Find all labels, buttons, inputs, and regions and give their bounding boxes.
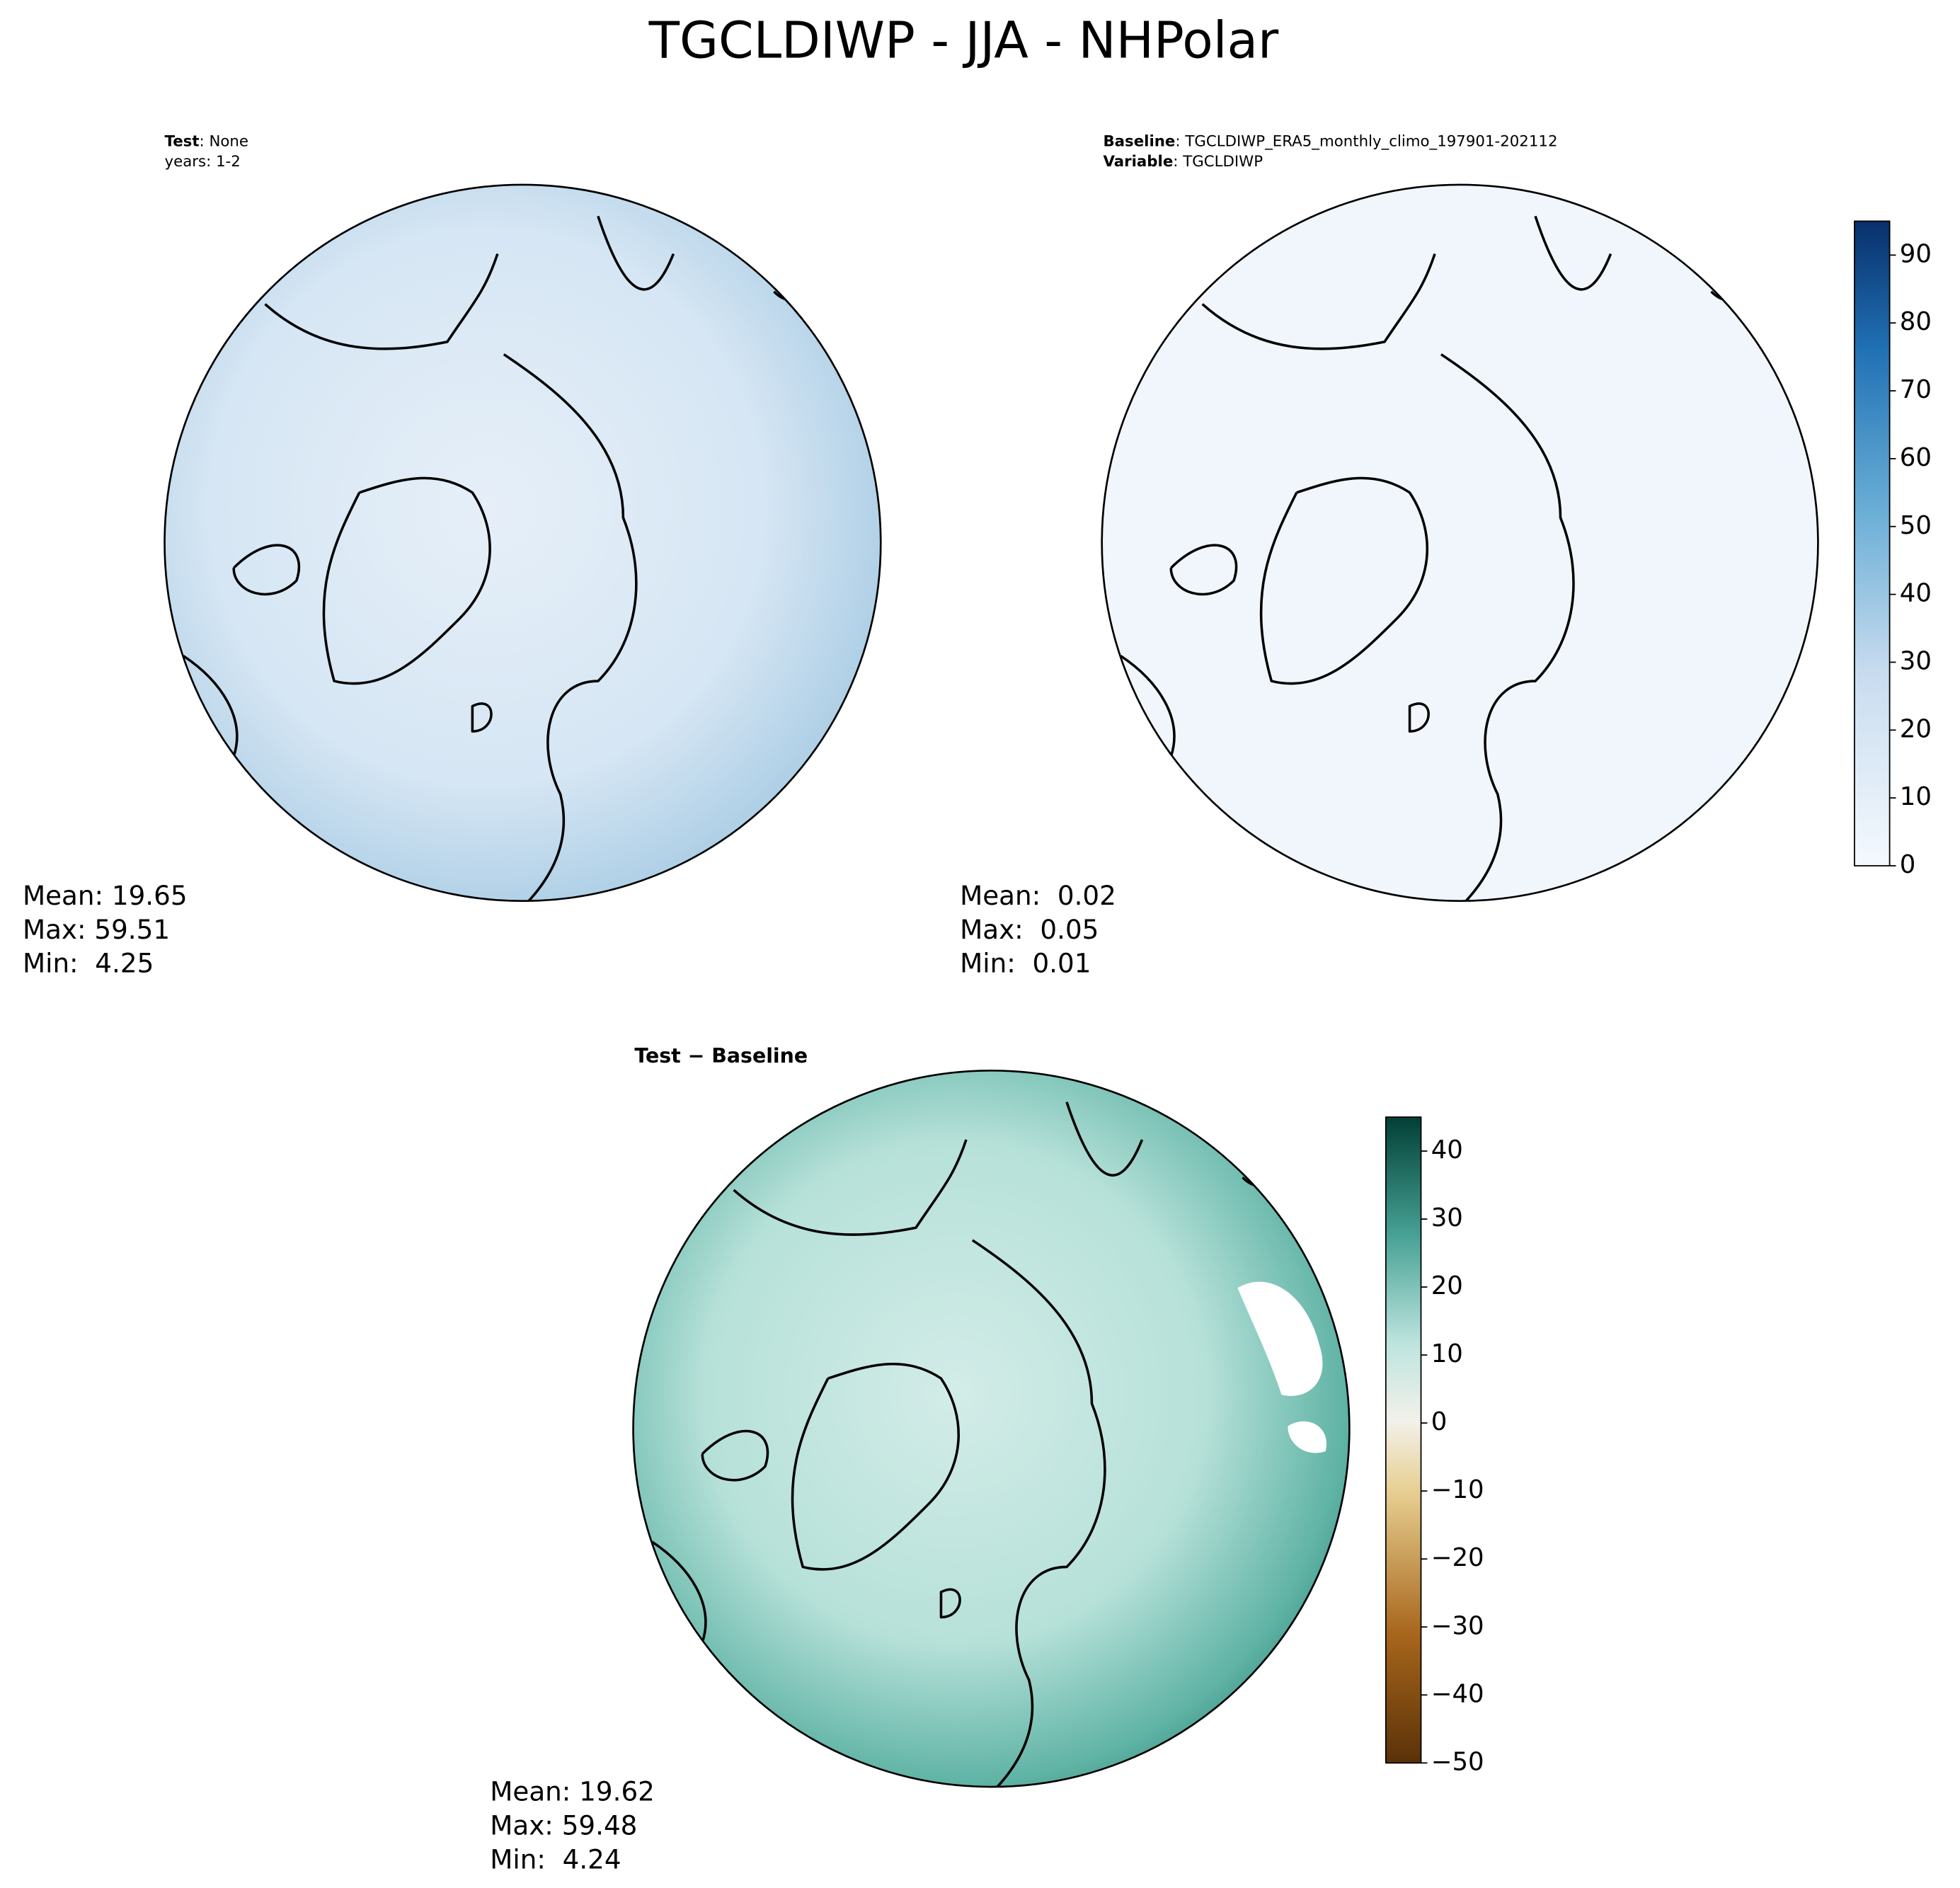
panel-label: Test: None <box>165 133 249 151</box>
colorbar-tick-label: 60 <box>1900 443 1932 472</box>
label-key: Variable <box>1103 153 1173 171</box>
stat-text: Max: 0.05 <box>960 914 1099 945</box>
panel-label: Test − Baseline <box>634 1044 808 1068</box>
colorbar-tick-label: 10 <box>1900 782 1932 811</box>
stat-text: Max: 59.51 <box>23 914 170 945</box>
colorbar-tick-label: 80 <box>1900 307 1932 336</box>
colorbar-tick-label: −40 <box>1431 1679 1484 1708</box>
colorbar-tick-label: 30 <box>1900 646 1932 675</box>
label-key: Test − Baseline <box>634 1044 808 1068</box>
colorbar-tick-label: 10 <box>1431 1339 1463 1368</box>
panel-label: years: 1-2 <box>165 153 241 171</box>
panel-label: Variable: TGCLDIWP <box>1103 153 1263 171</box>
stat-text: Min: 4.24 <box>490 1843 621 1875</box>
stat-text: Mean: 19.65 <box>23 880 188 911</box>
missing-data <box>1237 1281 1327 1453</box>
colorbar-tick-label: 0 <box>1431 1407 1448 1436</box>
panel-label: Baseline: TGCLDIWP_ERA5_monthly_climo_19… <box>1103 133 1557 151</box>
map-field <box>164 184 881 901</box>
stat-text: Min: 0.01 <box>960 948 1091 979</box>
figure-title: TGCLDIWP - JJA - NHPolar <box>648 11 1279 70</box>
stat-text: Mean: 0.02 <box>960 880 1116 911</box>
label-text: years: 1-2 <box>165 153 241 171</box>
stat-text: Mean: 19.62 <box>490 1775 655 1807</box>
colorbar-tick-label: −10 <box>1431 1475 1484 1504</box>
map-panel <box>632 1070 1351 1788</box>
stat-text: Max: 59.48 <box>490 1809 637 1841</box>
stat-text: Min: 4.25 <box>23 948 154 979</box>
colorbar-tick-label: 70 <box>1900 375 1932 404</box>
colorbar-tick-label: 40 <box>1431 1135 1463 1165</box>
colorbar <box>1854 220 1891 866</box>
colorbar-tick-label: 0 <box>1900 850 1916 879</box>
label-text: : None <box>200 133 249 151</box>
colorbar-tick-label: 20 <box>1900 714 1932 743</box>
map-panel <box>164 183 882 903</box>
map-border <box>164 183 882 903</box>
colorbar-tick-label: 90 <box>1900 239 1932 268</box>
colorbar-tick-label: 40 <box>1900 579 1932 608</box>
colorbar-tick-label: −30 <box>1431 1611 1484 1640</box>
label-text: : TGCLDIWP_ERA5_monthly_climo_197901-202… <box>1175 133 1557 151</box>
colorbar-tick-label: 30 <box>1431 1203 1463 1232</box>
label-key: Test <box>165 133 200 151</box>
map-border <box>632 1070 1351 1788</box>
map-border <box>1101 183 1819 903</box>
map-panel <box>1101 183 1819 903</box>
colorbar-tick-label: 50 <box>1900 511 1932 540</box>
colorbar-tick-label: −20 <box>1431 1543 1484 1572</box>
label-key: Baseline <box>1103 133 1175 151</box>
label-text: : TGCLDIWP <box>1173 153 1263 171</box>
map-field <box>1101 184 1818 901</box>
map-field <box>633 1070 1350 1787</box>
colorbar <box>1385 1116 1422 1764</box>
colorbar-tick-label: −50 <box>1431 1747 1484 1776</box>
colorbar-tick-label: 20 <box>1431 1271 1463 1300</box>
